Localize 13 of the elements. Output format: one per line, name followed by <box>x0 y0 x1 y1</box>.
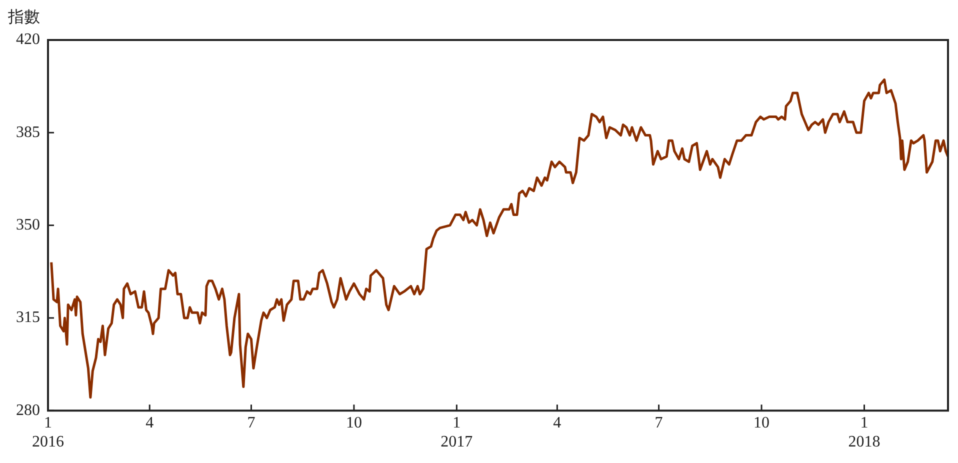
y-tick-label: 420 <box>16 31 40 48</box>
x-tick-label: 1 2018 <box>848 414 880 451</box>
y-axis-title: 指數 <box>7 8 40 26</box>
y-tick-label: 385 <box>16 124 40 141</box>
y-tick-label: 350 <box>16 216 40 234</box>
x-tick-label: 10 <box>754 414 770 432</box>
x-tick-label: 4 <box>146 414 154 432</box>
x-tick-label: 7 <box>654 414 663 432</box>
y-tick-label: 315 <box>16 309 40 326</box>
x-tick-label: 10 <box>346 414 362 432</box>
x-tick-label: 4 <box>553 414 562 432</box>
x-tick-label: 1 2017 <box>440 414 473 451</box>
x-tick-label: 7 <box>247 414 256 432</box>
